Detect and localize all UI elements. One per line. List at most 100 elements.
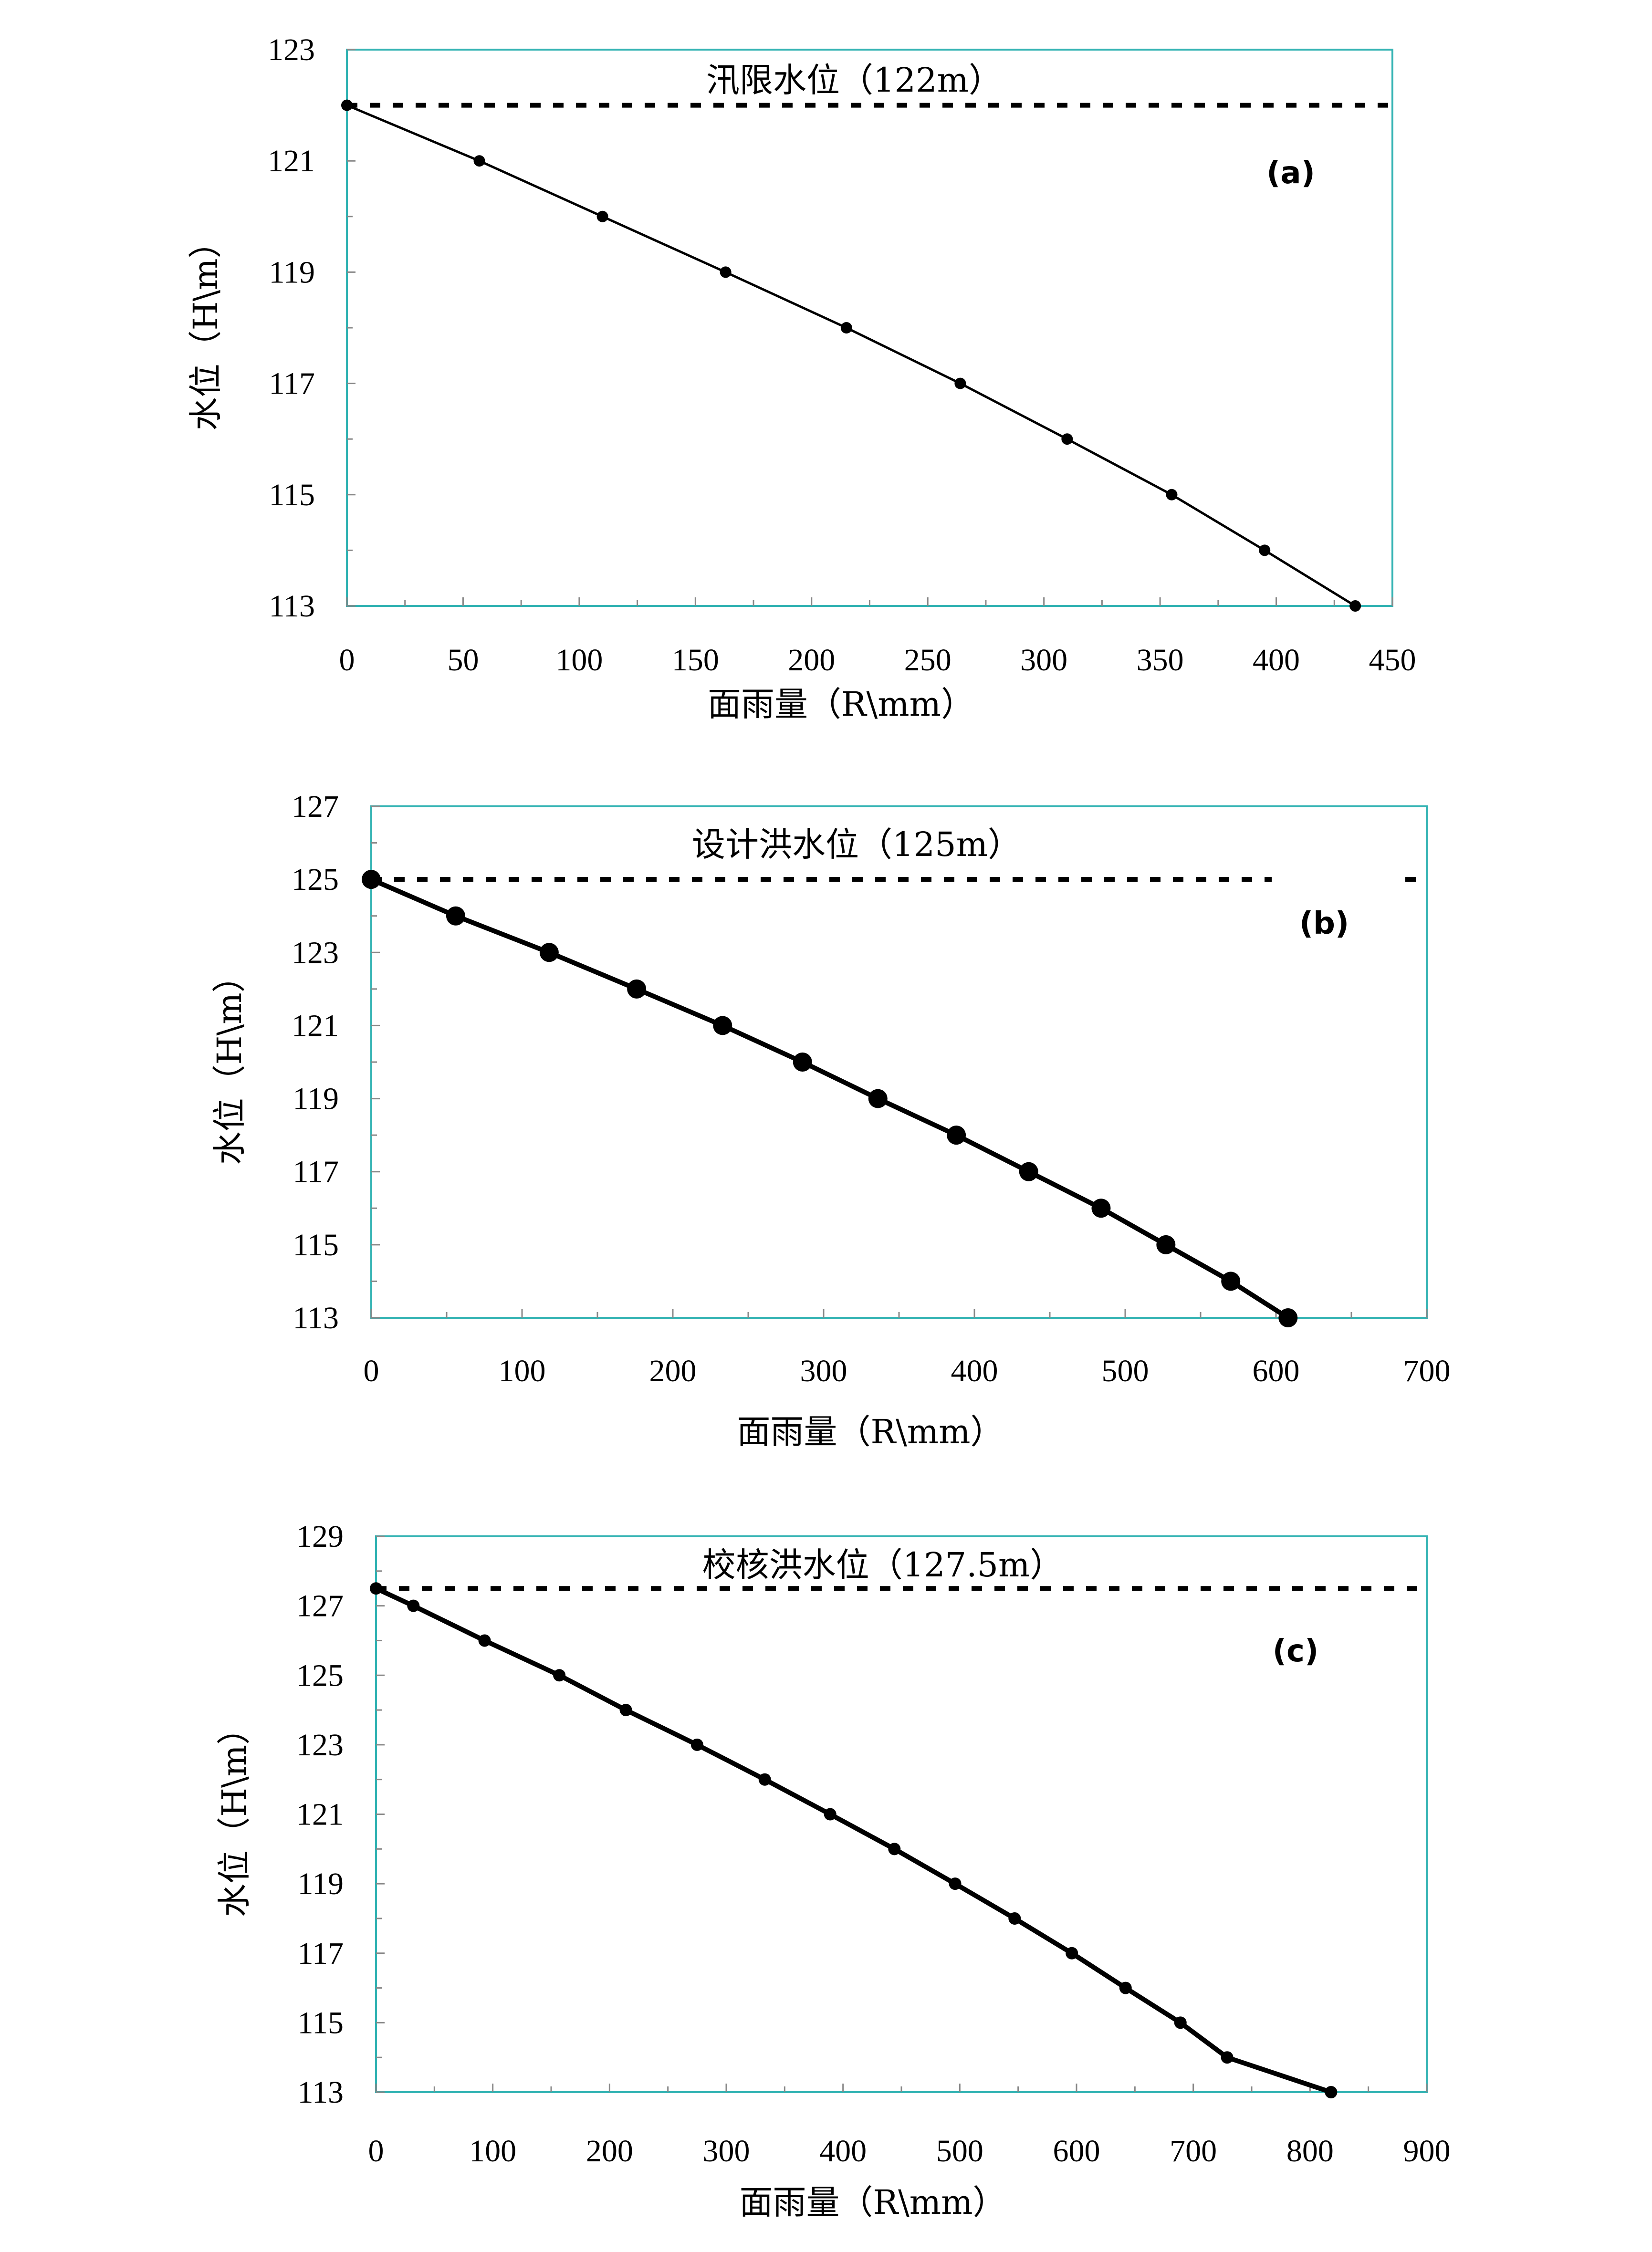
chart-panel-3: 0 100 200 300 400 500 600 700 800 900 113 115 117 119…	[215, 1519, 1451, 2222]
reference-line-label: 校核洪水位（127.5m）	[702, 1545, 1064, 1585]
panel-label: (c)	[1273, 1634, 1318, 1669]
x-tick-label: 0	[368, 2134, 384, 2169]
data-point	[758, 1773, 771, 1786]
data-point	[1066, 1947, 1078, 1960]
data-point	[341, 99, 353, 111]
data-point	[1349, 600, 1361, 612]
data-point	[362, 870, 381, 889]
data-point	[407, 1599, 420, 1612]
data-point	[1156, 1235, 1176, 1254]
x-tick-label: 200	[649, 1354, 697, 1388]
x-tick-label: 500	[1102, 1354, 1149, 1388]
x-tick-label: 100	[555, 643, 603, 678]
y-tick-label: 121	[268, 144, 315, 178]
y-tick-label: 125	[296, 1658, 344, 1693]
data-point	[1221, 2051, 1234, 2064]
data-point	[954, 377, 966, 389]
x-axis-title: 面雨量（R\mm）	[739, 2183, 1006, 2222]
data-point	[1278, 1308, 1298, 1327]
y-tick-label: 113	[297, 2075, 344, 2110]
data-point	[840, 322, 852, 334]
y-tick-label: 123	[268, 32, 315, 67]
data-point	[690, 1738, 703, 1751]
data-point	[1119, 1981, 1132, 1994]
y-tick-label: 117	[297, 1936, 344, 1971]
data-point	[1166, 489, 1178, 500]
y-tick-label: 115	[269, 478, 315, 512]
data-point	[539, 943, 559, 962]
data-point	[949, 1877, 962, 1890]
data-point	[868, 1089, 888, 1108]
x-tick-label: 800	[1286, 2134, 1334, 2169]
data-point	[1008, 1912, 1021, 1925]
data-point	[1221, 1272, 1241, 1291]
y-tick-label: 115	[297, 2005, 344, 2040]
reference-line-label: 设计洪水位（125m）	[692, 825, 1021, 864]
data-point	[1174, 2016, 1187, 2029]
x-tick-label: 300	[800, 1354, 847, 1388]
data-point	[370, 1582, 382, 1595]
y-tick-label: 115	[293, 1228, 339, 1262]
y-tick-label: 119	[269, 255, 315, 290]
data-point	[888, 1843, 901, 1856]
data-point	[713, 1016, 732, 1035]
y-tick-label: 125	[292, 862, 339, 897]
x-tick-label: 300	[703, 2134, 750, 2169]
x-tick-label: 200	[586, 2134, 633, 2169]
x-tick-label: 600	[1053, 2134, 1100, 2169]
x-tick-label: 700	[1403, 1354, 1451, 1388]
y-tick-label: 113	[269, 589, 315, 624]
x-tick-label: 300	[1020, 643, 1067, 678]
x-tick-label: 50	[447, 643, 479, 678]
x-tick-label: 350	[1137, 643, 1184, 678]
series-line	[345, 104, 1357, 607]
panel-label: (b)	[1299, 906, 1349, 941]
y-axis-title: 水位（H\m）	[186, 225, 225, 430]
data-point	[1061, 433, 1073, 445]
x-tick-label: 400	[819, 2134, 867, 2169]
x-tick-label: 0	[339, 643, 355, 678]
y-tick-label: 127	[296, 1589, 344, 1624]
y-axis-title: 水位（H\m）	[215, 1711, 254, 1917]
x-tick-label: 100	[469, 2134, 516, 2169]
y-tick-label: 119	[297, 1866, 344, 1901]
y-axis-title: 水位（H\m）	[210, 959, 249, 1165]
x-tick-label: 200	[788, 643, 835, 678]
data-point	[478, 1634, 491, 1647]
data-point	[473, 155, 485, 167]
series-line	[374, 1586, 1334, 2095]
panel-label: (a)	[1266, 156, 1315, 191]
x-tick-label: 500	[936, 2134, 983, 2169]
y-tick-label: 117	[293, 1155, 339, 1189]
data-point	[619, 1704, 632, 1717]
chart-panel-2: 0 100 200 300 400 500 600 700 113 115 117 119 121 123…	[210, 789, 1451, 1451]
x-tick-label: 900	[1403, 2134, 1451, 2169]
x-tick-label: 600	[1253, 1354, 1300, 1388]
data-point	[1325, 2086, 1338, 2098]
y-tick-label: 113	[293, 1301, 339, 1335]
data-point	[947, 1126, 966, 1145]
data-point	[720, 266, 732, 278]
data-point	[824, 1808, 836, 1821]
y-tick-label: 121	[296, 1797, 344, 1832]
data-point	[553, 1669, 566, 1682]
y-tick-label: 123	[292, 935, 339, 970]
reference-line-label: 汛限水位（122m）	[706, 61, 1002, 100]
y-tick-label: 127	[292, 789, 339, 824]
x-tick-label: 250	[904, 643, 951, 678]
data-point	[627, 979, 647, 999]
y-tick-label: 121	[292, 1008, 339, 1043]
y-tick-label: 123	[296, 1728, 344, 1762]
chart-panel-1: 0 50 100 150 200 250 300 350 400 450 113 115 117 119 1…	[186, 32, 1416, 724]
y-tick-label: 129	[296, 1519, 344, 1554]
y-tick-label: 119	[293, 1082, 339, 1116]
data-point	[1019, 1162, 1038, 1181]
x-axis-title: 面雨量（R\mm）	[737, 1412, 1004, 1451]
x-tick-label: 700	[1170, 2134, 1217, 2169]
data-point	[793, 1053, 812, 1072]
data-point	[596, 210, 608, 222]
data-point	[1091, 1199, 1111, 1218]
x-axis-title: 面雨量（R\mm）	[708, 685, 974, 724]
y-tick-label: 117	[269, 366, 315, 401]
